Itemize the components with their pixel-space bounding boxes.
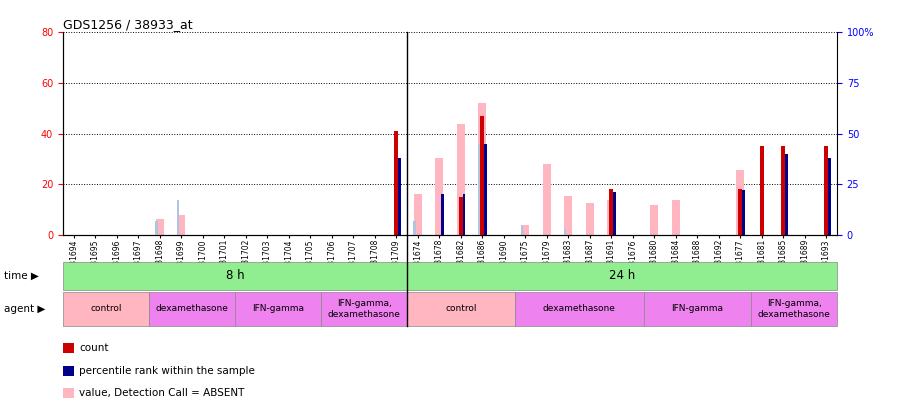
Bar xyxy=(563,229,566,235)
Text: control: control xyxy=(445,304,476,313)
Text: time ▶: time ▶ xyxy=(4,271,40,281)
Bar xyxy=(824,146,828,235)
Bar xyxy=(398,158,400,235)
Bar xyxy=(484,144,487,235)
Bar xyxy=(760,146,764,235)
Bar xyxy=(414,194,421,235)
Bar xyxy=(609,190,613,235)
Text: 8 h: 8 h xyxy=(226,269,244,282)
Text: dexamethasone: dexamethasone xyxy=(156,304,229,313)
Bar xyxy=(459,197,463,235)
Bar xyxy=(564,196,572,235)
Bar xyxy=(394,131,398,235)
Bar xyxy=(738,190,742,235)
Text: IFN-gamma: IFN-gamma xyxy=(671,304,724,313)
Bar xyxy=(828,158,831,235)
Text: control: control xyxy=(90,304,122,313)
Bar xyxy=(177,215,185,235)
Text: 24 h: 24 h xyxy=(609,269,635,282)
Bar xyxy=(543,164,551,235)
Text: count: count xyxy=(79,343,109,353)
Bar xyxy=(586,202,593,235)
Bar xyxy=(742,190,745,235)
Bar xyxy=(672,200,680,235)
Bar xyxy=(736,170,744,235)
Bar xyxy=(413,221,416,235)
Text: GDS1256 / 38933_at: GDS1256 / 38933_at xyxy=(63,18,193,31)
Bar xyxy=(785,154,788,235)
Bar xyxy=(521,225,529,235)
Text: percentile rank within the sample: percentile rank within the sample xyxy=(79,366,255,375)
Text: IFN-gamma,
dexamethasone: IFN-gamma, dexamethasone xyxy=(328,299,400,318)
Bar xyxy=(781,146,785,235)
Bar xyxy=(481,116,484,235)
Text: IFN-gamma: IFN-gamma xyxy=(252,304,304,313)
Bar xyxy=(608,200,615,235)
Bar xyxy=(441,194,444,235)
Bar xyxy=(155,221,157,235)
Bar xyxy=(651,205,658,235)
Bar xyxy=(463,194,465,235)
Bar xyxy=(436,158,443,235)
Bar xyxy=(156,219,164,235)
Bar xyxy=(613,192,616,235)
Text: agent ▶: agent ▶ xyxy=(4,304,46,314)
Bar xyxy=(521,225,524,235)
Text: dexamethasone: dexamethasone xyxy=(543,304,616,313)
Text: IFN-gamma,
dexamethasone: IFN-gamma, dexamethasone xyxy=(758,299,831,318)
Bar xyxy=(479,103,486,235)
Bar xyxy=(457,124,464,235)
Bar xyxy=(176,200,179,235)
Text: value, Detection Call = ABSENT: value, Detection Call = ABSENT xyxy=(79,388,245,398)
Bar xyxy=(478,144,481,235)
